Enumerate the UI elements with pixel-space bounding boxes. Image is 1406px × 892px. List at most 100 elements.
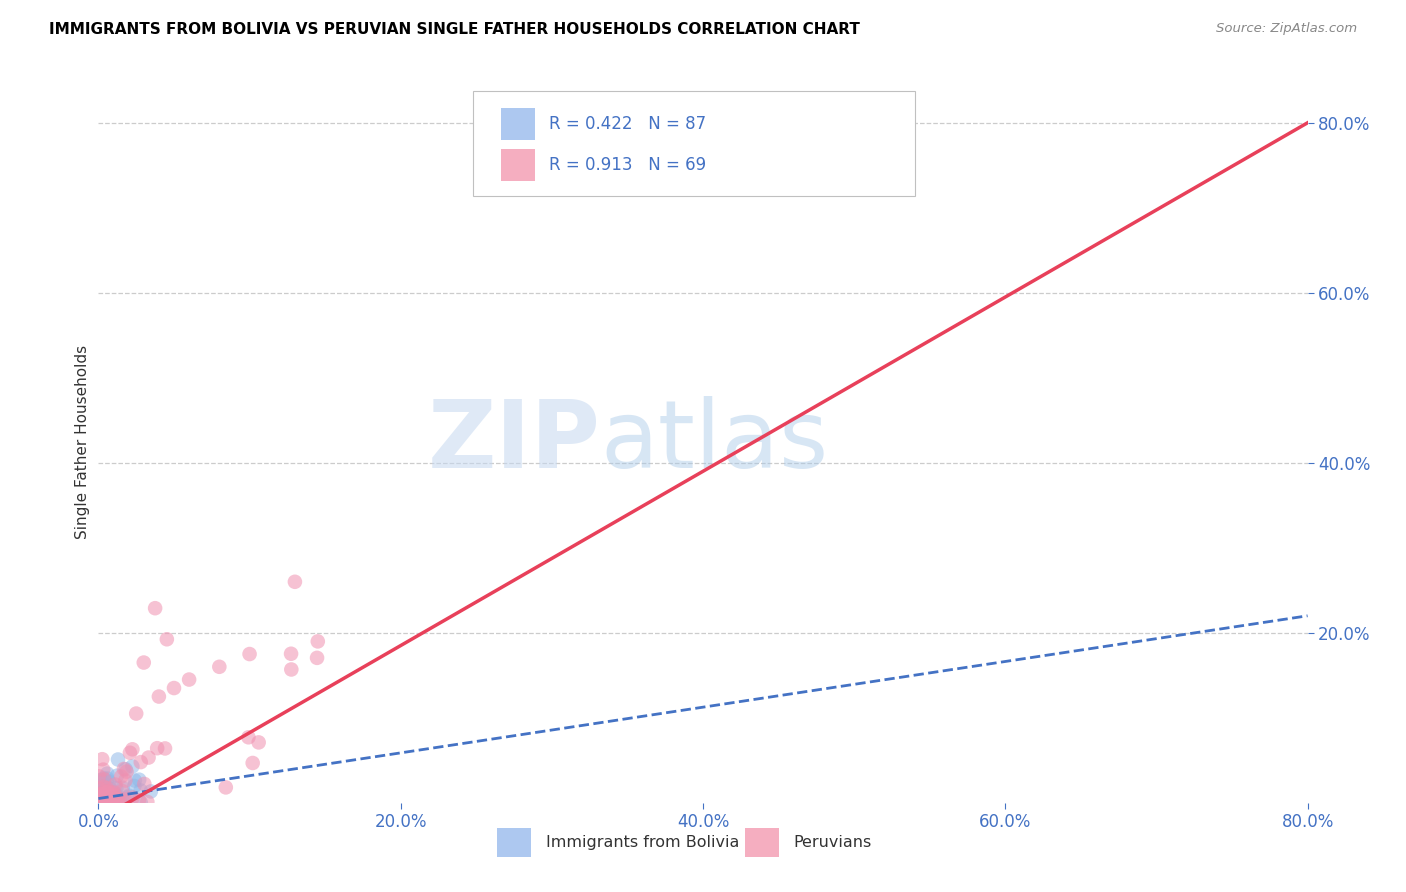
- Point: [93, 793, 115, 807]
- Point: [89, 793, 111, 807]
- FancyBboxPatch shape: [474, 91, 915, 196]
- Point: [91, 789, 114, 804]
- Point: [143, 601, 166, 615]
- Point: [93, 772, 115, 787]
- Point: [156, 632, 179, 647]
- Text: R = 0.422   N = 87: R = 0.422 N = 87: [550, 115, 707, 133]
- Point: [89, 781, 111, 796]
- Point: [89, 781, 111, 796]
- Point: [105, 781, 128, 796]
- Point: [89, 795, 111, 809]
- Point: [91, 795, 114, 809]
- Bar: [745, 828, 779, 857]
- Point: [90, 779, 112, 793]
- Bar: [498, 828, 531, 857]
- Point: [89, 783, 111, 797]
- Point: [87, 794, 110, 808]
- Point: [100, 786, 122, 800]
- Point: [87, 782, 110, 797]
- Point: [98, 775, 121, 789]
- Point: [103, 789, 125, 804]
- Point: [87, 796, 110, 810]
- Point: [108, 795, 131, 809]
- Point: [96, 766, 118, 780]
- Point: [98, 796, 121, 810]
- Point: [132, 656, 155, 670]
- Point: [146, 741, 169, 756]
- Point: [98, 794, 121, 808]
- Point: [94, 794, 117, 808]
- Point: [89, 775, 111, 789]
- Point: [111, 780, 134, 795]
- Point: [91, 786, 114, 800]
- Text: atlas: atlas: [600, 395, 828, 488]
- Point: [94, 779, 117, 793]
- Point: [91, 795, 114, 809]
- Point: [91, 793, 114, 807]
- Point: [93, 789, 115, 803]
- Point: [239, 647, 262, 661]
- Point: [136, 795, 159, 809]
- Point: [110, 770, 132, 784]
- Point: [93, 780, 115, 794]
- Bar: [501, 108, 534, 140]
- Point: [134, 777, 156, 791]
- Point: [121, 790, 143, 805]
- Point: [138, 750, 160, 764]
- Point: [90, 787, 112, 801]
- Point: [284, 574, 307, 589]
- Point: [105, 788, 128, 802]
- Point: [91, 793, 114, 807]
- Point: [129, 783, 152, 797]
- Point: [247, 735, 270, 749]
- Point: [114, 792, 136, 806]
- Point: [108, 791, 131, 805]
- Point: [96, 796, 118, 810]
- Point: [89, 794, 111, 808]
- Point: [91, 795, 114, 809]
- Point: [90, 793, 112, 807]
- Point: [104, 789, 127, 803]
- Point: [108, 792, 131, 806]
- Bar: [501, 149, 534, 181]
- Point: [128, 772, 150, 787]
- Text: ZIP: ZIP: [427, 395, 600, 488]
- Point: [87, 789, 110, 803]
- Point: [114, 773, 136, 788]
- Point: [96, 780, 118, 795]
- Point: [129, 755, 152, 769]
- Point: [89, 792, 111, 806]
- Point: [118, 789, 141, 803]
- Point: [90, 792, 112, 806]
- Point: [107, 794, 129, 808]
- Point: [98, 795, 121, 809]
- Point: [108, 792, 131, 806]
- Point: [103, 785, 125, 799]
- Point: [94, 785, 117, 799]
- Point: [93, 785, 115, 799]
- Point: [89, 789, 111, 803]
- Point: [208, 660, 231, 674]
- Point: [87, 789, 110, 804]
- Point: [115, 764, 138, 779]
- Point: [280, 647, 302, 661]
- Point: [280, 663, 302, 677]
- Point: [105, 791, 128, 805]
- Point: [91, 790, 114, 805]
- Point: [90, 796, 112, 810]
- Point: [89, 792, 111, 806]
- Text: IMMIGRANTS FROM BOLIVIA VS PERUVIAN SINGLE FATHER HOUSEHOLDS CORRELATION CHART: IMMIGRANTS FROM BOLIVIA VS PERUVIAN SING…: [49, 22, 860, 37]
- Point: [94, 793, 117, 807]
- Point: [103, 789, 125, 803]
- Point: [305, 650, 328, 665]
- Y-axis label: Single Father Households: Single Father Households: [75, 344, 90, 539]
- Point: [238, 731, 260, 745]
- Point: [101, 795, 124, 809]
- Point: [93, 777, 115, 791]
- Point: [89, 787, 111, 801]
- Point: [97, 794, 120, 808]
- Point: [97, 784, 120, 798]
- Point: [242, 756, 264, 770]
- Point: [90, 785, 112, 799]
- Point: [98, 793, 121, 807]
